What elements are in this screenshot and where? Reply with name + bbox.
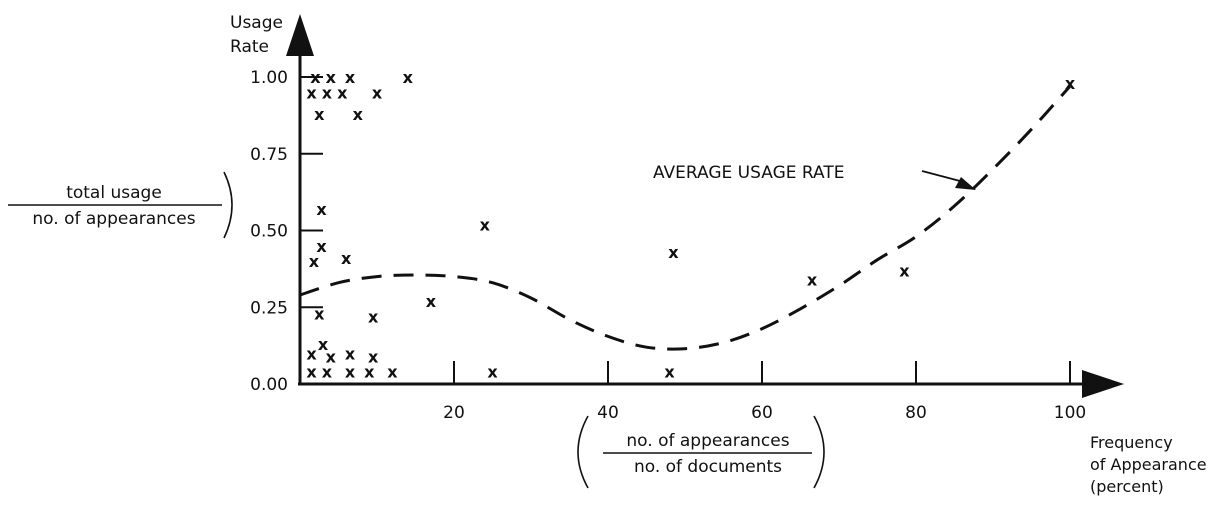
data-point: x: [314, 105, 325, 124]
x-tick-label: 40: [597, 403, 619, 423]
data-point: x: [316, 200, 327, 219]
data-point: x: [899, 261, 910, 280]
x-tick-label: 20: [443, 403, 465, 423]
data-point: x: [372, 83, 383, 102]
data-point: x: [306, 83, 317, 102]
x-axis-label-line1: Frequency: [1090, 433, 1173, 452]
x-formula-numerator: no. of appearances: [626, 431, 789, 451]
x-axis-arrow-icon: [1082, 370, 1124, 398]
x-tick-label: 60: [751, 403, 773, 423]
x-axis-label-line3: (percent): [1090, 477, 1164, 496]
x-ticks: 20 40 60 80 100: [443, 361, 1086, 423]
data-point: x: [668, 243, 679, 262]
y-tick-label: 0.25: [250, 298, 288, 318]
data-point: x: [480, 215, 491, 234]
x-axis-label-line2: of Appearance: [1090, 455, 1207, 474]
y-formula-numerator: total usage: [66, 183, 162, 203]
data-point: x: [337, 83, 348, 102]
data-point: x: [353, 105, 364, 124]
data-point: x: [345, 363, 356, 382]
data-point: x: [322, 363, 333, 382]
data-point: x: [807, 271, 818, 290]
x-tick-label: 80: [905, 403, 927, 423]
annotation-arrow-icon: [955, 177, 976, 190]
data-point: x: [306, 344, 317, 363]
data-point: x: [368, 307, 379, 326]
x-tick-label: 100: [1054, 403, 1086, 423]
data-point: x: [345, 344, 356, 363]
x-formula-right-paren: [814, 416, 824, 488]
y-formula-right-paren: [224, 172, 232, 238]
data-point: x: [426, 292, 437, 311]
y-tick-label: 1.00: [250, 68, 288, 88]
data-point: x: [306, 363, 317, 382]
annotation-pointer-line: [922, 171, 960, 181]
y-tick-label: 0.75: [250, 145, 288, 165]
data-point: x: [314, 304, 325, 323]
average-usage-rate-curve: [300, 86, 1070, 349]
curve-annotation-label: AVERAGE USAGE RATE: [653, 163, 844, 183]
data-point: x: [387, 363, 398, 382]
y-tick-label: 0.00: [250, 375, 288, 395]
y-axis-label-line2: Rate: [230, 37, 269, 57]
y-axis-arrow-icon: [286, 14, 314, 56]
x-formula-left-paren: [578, 416, 588, 488]
data-point: x: [1065, 74, 1076, 93]
data-point: x: [322, 83, 333, 102]
y-tick-label: 0.50: [250, 222, 288, 242]
y-formula-denominator: no. of appearances: [32, 209, 195, 229]
data-point: x: [341, 249, 352, 268]
data-point: x: [403, 68, 414, 87]
y-axis-label-line1: Usage: [230, 13, 283, 33]
x-formula-denominator: no. of documents: [634, 457, 782, 477]
data-point: x: [364, 363, 375, 382]
curve-layer: [300, 86, 1070, 349]
data-point: x: [487, 363, 498, 382]
data-point: x: [664, 363, 675, 382]
data-point: x: [309, 252, 320, 271]
